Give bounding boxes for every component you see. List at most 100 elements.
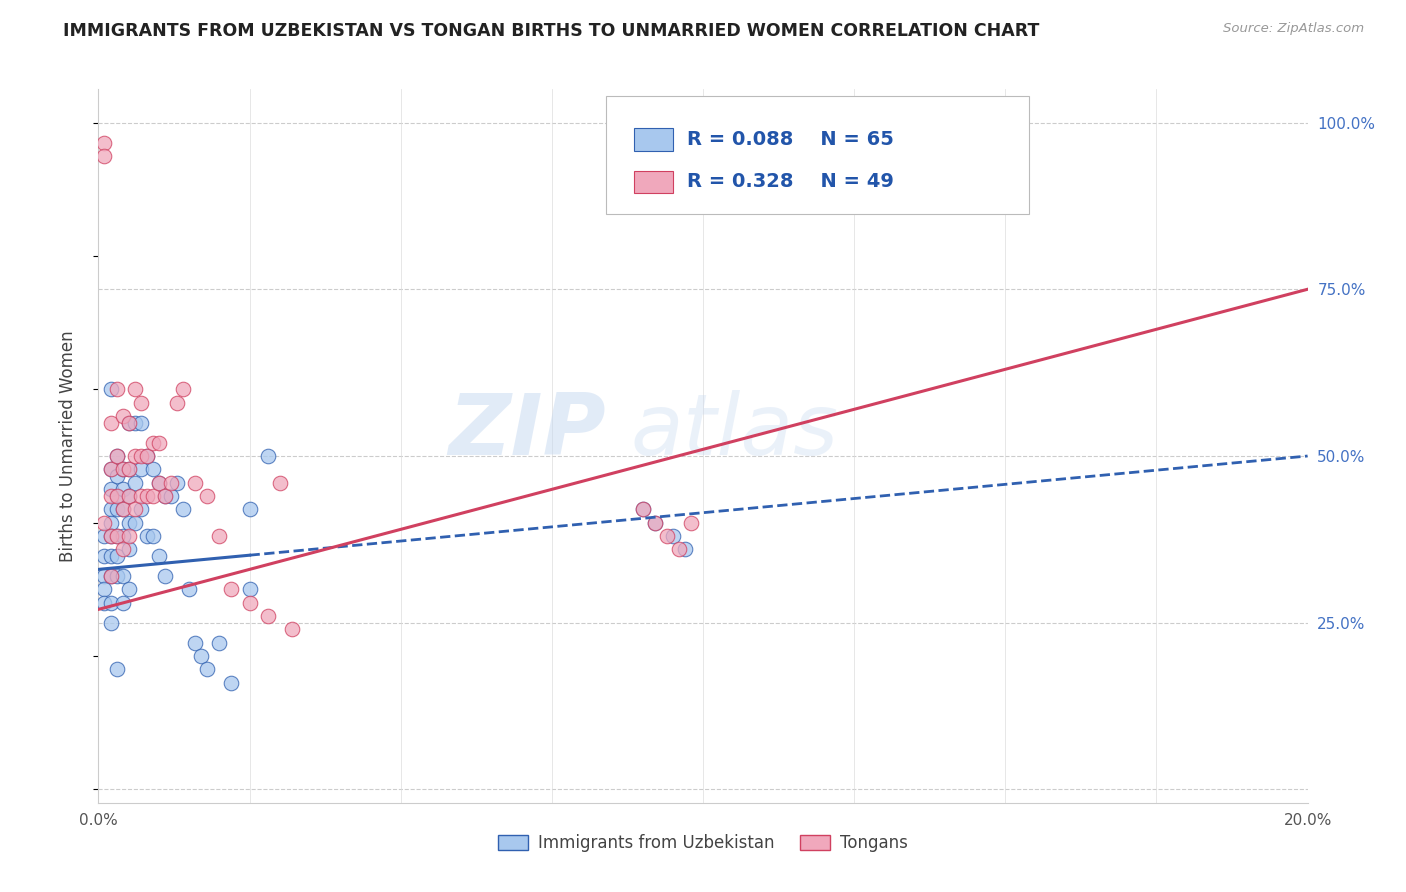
Point bbox=[256, 449, 278, 463]
Point bbox=[239, 596, 262, 610]
Point bbox=[160, 489, 183, 503]
Y-axis label: Births to Unmarried Women: Births to Unmarried Women bbox=[59, 330, 77, 562]
Point bbox=[105, 449, 128, 463]
Point bbox=[153, 489, 176, 503]
Point bbox=[118, 489, 141, 503]
Point bbox=[118, 462, 141, 476]
Point bbox=[118, 416, 141, 430]
Point bbox=[93, 136, 115, 150]
Point bbox=[679, 516, 702, 530]
Point bbox=[135, 529, 157, 543]
Point bbox=[135, 449, 157, 463]
Point bbox=[118, 582, 141, 597]
Point bbox=[111, 596, 134, 610]
Point bbox=[135, 449, 157, 463]
Point bbox=[153, 569, 176, 583]
Point bbox=[172, 502, 194, 516]
Point bbox=[142, 529, 165, 543]
Point bbox=[100, 569, 122, 583]
Point bbox=[148, 475, 170, 490]
Point bbox=[93, 596, 115, 610]
Point bbox=[221, 582, 243, 597]
Point bbox=[208, 529, 231, 543]
Point bbox=[631, 502, 654, 516]
Point bbox=[124, 449, 146, 463]
Text: R = 0.088    N = 65: R = 0.088 N = 65 bbox=[688, 129, 894, 149]
Point bbox=[661, 529, 683, 543]
Text: ZIP: ZIP bbox=[449, 390, 606, 474]
Point bbox=[118, 542, 141, 557]
Point bbox=[190, 649, 212, 664]
Point bbox=[111, 483, 134, 497]
Point bbox=[100, 529, 122, 543]
Point bbox=[655, 529, 678, 543]
Point bbox=[111, 462, 134, 476]
Point bbox=[269, 475, 291, 490]
Point bbox=[135, 489, 157, 503]
Point bbox=[129, 416, 152, 430]
Point bbox=[100, 549, 122, 563]
Point bbox=[124, 416, 146, 430]
Point bbox=[100, 615, 122, 630]
Point bbox=[105, 529, 128, 543]
Point bbox=[100, 382, 122, 396]
Point bbox=[93, 549, 115, 563]
Point bbox=[118, 416, 141, 430]
Point bbox=[105, 549, 128, 563]
Point bbox=[184, 475, 207, 490]
FancyBboxPatch shape bbox=[606, 96, 1029, 214]
Point bbox=[100, 569, 122, 583]
Point bbox=[142, 435, 165, 450]
Text: R = 0.328    N = 49: R = 0.328 N = 49 bbox=[688, 172, 894, 192]
Point bbox=[118, 489, 141, 503]
Point bbox=[142, 489, 165, 503]
Point bbox=[124, 516, 146, 530]
Point bbox=[111, 409, 134, 423]
Point bbox=[673, 542, 696, 557]
Point bbox=[100, 502, 122, 516]
Point bbox=[93, 529, 115, 543]
Point bbox=[148, 475, 170, 490]
Point bbox=[142, 462, 165, 476]
Point bbox=[239, 582, 262, 597]
Point bbox=[179, 582, 201, 597]
Point bbox=[100, 416, 122, 430]
Point bbox=[105, 489, 128, 503]
Point bbox=[100, 596, 122, 610]
Point bbox=[153, 489, 176, 503]
Point bbox=[129, 502, 152, 516]
Point bbox=[281, 623, 304, 637]
Point bbox=[93, 149, 115, 163]
Point bbox=[105, 449, 128, 463]
Point bbox=[111, 529, 134, 543]
Point bbox=[166, 475, 188, 490]
Point bbox=[208, 636, 231, 650]
Point bbox=[100, 489, 122, 503]
Legend: Immigrants from Uzbekistan, Tongans: Immigrants from Uzbekistan, Tongans bbox=[492, 828, 914, 859]
Text: IMMIGRANTS FROM UZBEKISTAN VS TONGAN BIRTHS TO UNMARRIED WOMEN CORRELATION CHART: IMMIGRANTS FROM UZBEKISTAN VS TONGAN BIR… bbox=[63, 22, 1039, 40]
Point bbox=[221, 675, 243, 690]
Point bbox=[100, 462, 122, 476]
Point bbox=[111, 542, 134, 557]
Point bbox=[93, 569, 115, 583]
Point bbox=[118, 462, 141, 476]
Point bbox=[105, 662, 128, 676]
Point bbox=[129, 395, 152, 409]
Point bbox=[105, 502, 128, 516]
Point bbox=[668, 542, 690, 557]
Point bbox=[118, 516, 141, 530]
Point bbox=[100, 462, 122, 476]
Point bbox=[166, 395, 188, 409]
Point bbox=[644, 516, 666, 530]
Point bbox=[105, 469, 128, 483]
Point bbox=[111, 462, 134, 476]
Point bbox=[105, 382, 128, 396]
Point bbox=[111, 502, 134, 516]
Point bbox=[111, 569, 134, 583]
Point bbox=[124, 475, 146, 490]
Point bbox=[644, 516, 666, 530]
Point bbox=[93, 516, 115, 530]
Point bbox=[111, 502, 134, 516]
Bar bbox=[634, 128, 673, 151]
Point bbox=[631, 502, 654, 516]
